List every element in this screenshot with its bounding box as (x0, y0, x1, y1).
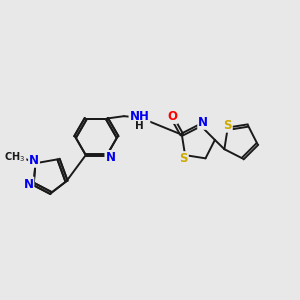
Text: NH: NH (130, 110, 149, 123)
Text: S: S (179, 152, 188, 165)
Text: N: N (23, 178, 33, 190)
Text: O: O (167, 110, 177, 123)
Text: N: N (105, 151, 116, 164)
Text: N: N (198, 116, 208, 129)
Text: CH$_3$: CH$_3$ (4, 151, 26, 164)
Text: S: S (223, 119, 232, 132)
Text: N: N (29, 154, 39, 167)
Text: H: H (135, 121, 144, 131)
